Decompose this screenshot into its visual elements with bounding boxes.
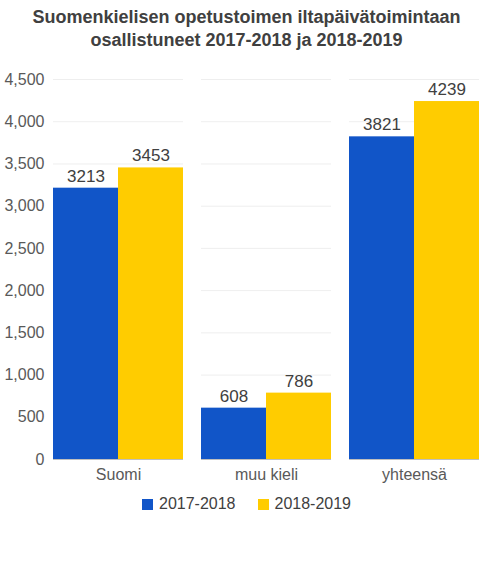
html-text:Suomenkielisen opetustoimen il: Suomenkielisen opetustoimen iltapäivätoi… <box>32 7 461 50</box>
html-text:2017-2018: 2017-2018 <box>159 495 236 512</box>
svg-text:500: 500 <box>18 408 45 425</box>
svg-text:786: 786 <box>285 372 313 391</box>
svg-text:2,000: 2,000 <box>4 282 44 299</box>
svg-text:yhteensä: yhteensä <box>382 466 447 483</box>
svg-text:4,500: 4,500 <box>4 71 44 88</box>
svg-text:3,500: 3,500 <box>4 155 44 172</box>
svg-text:1,500: 1,500 <box>4 324 44 341</box>
svg-text:3821: 3821 <box>363 115 401 134</box>
svg-text:3453: 3453 <box>132 146 170 165</box>
svg-text:608: 608 <box>220 387 248 406</box>
svg-text:3,000: 3,000 <box>4 197 44 214</box>
svg-text:4,000: 4,000 <box>4 113 44 130</box>
svg-text:3213: 3213 <box>67 167 105 186</box>
svg-text:Suomi: Suomi <box>96 466 141 483</box>
svg-text:0: 0 <box>36 451 45 468</box>
svg-text:1,000: 1,000 <box>4 366 44 383</box>
svg-text:muu kieli: muu kieli <box>235 466 298 483</box>
svg-text:4239: 4239 <box>428 80 466 99</box>
svg-text:2,500: 2,500 <box>4 240 44 257</box>
html-text:2018-2019: 2018-2019 <box>274 495 351 512</box>
